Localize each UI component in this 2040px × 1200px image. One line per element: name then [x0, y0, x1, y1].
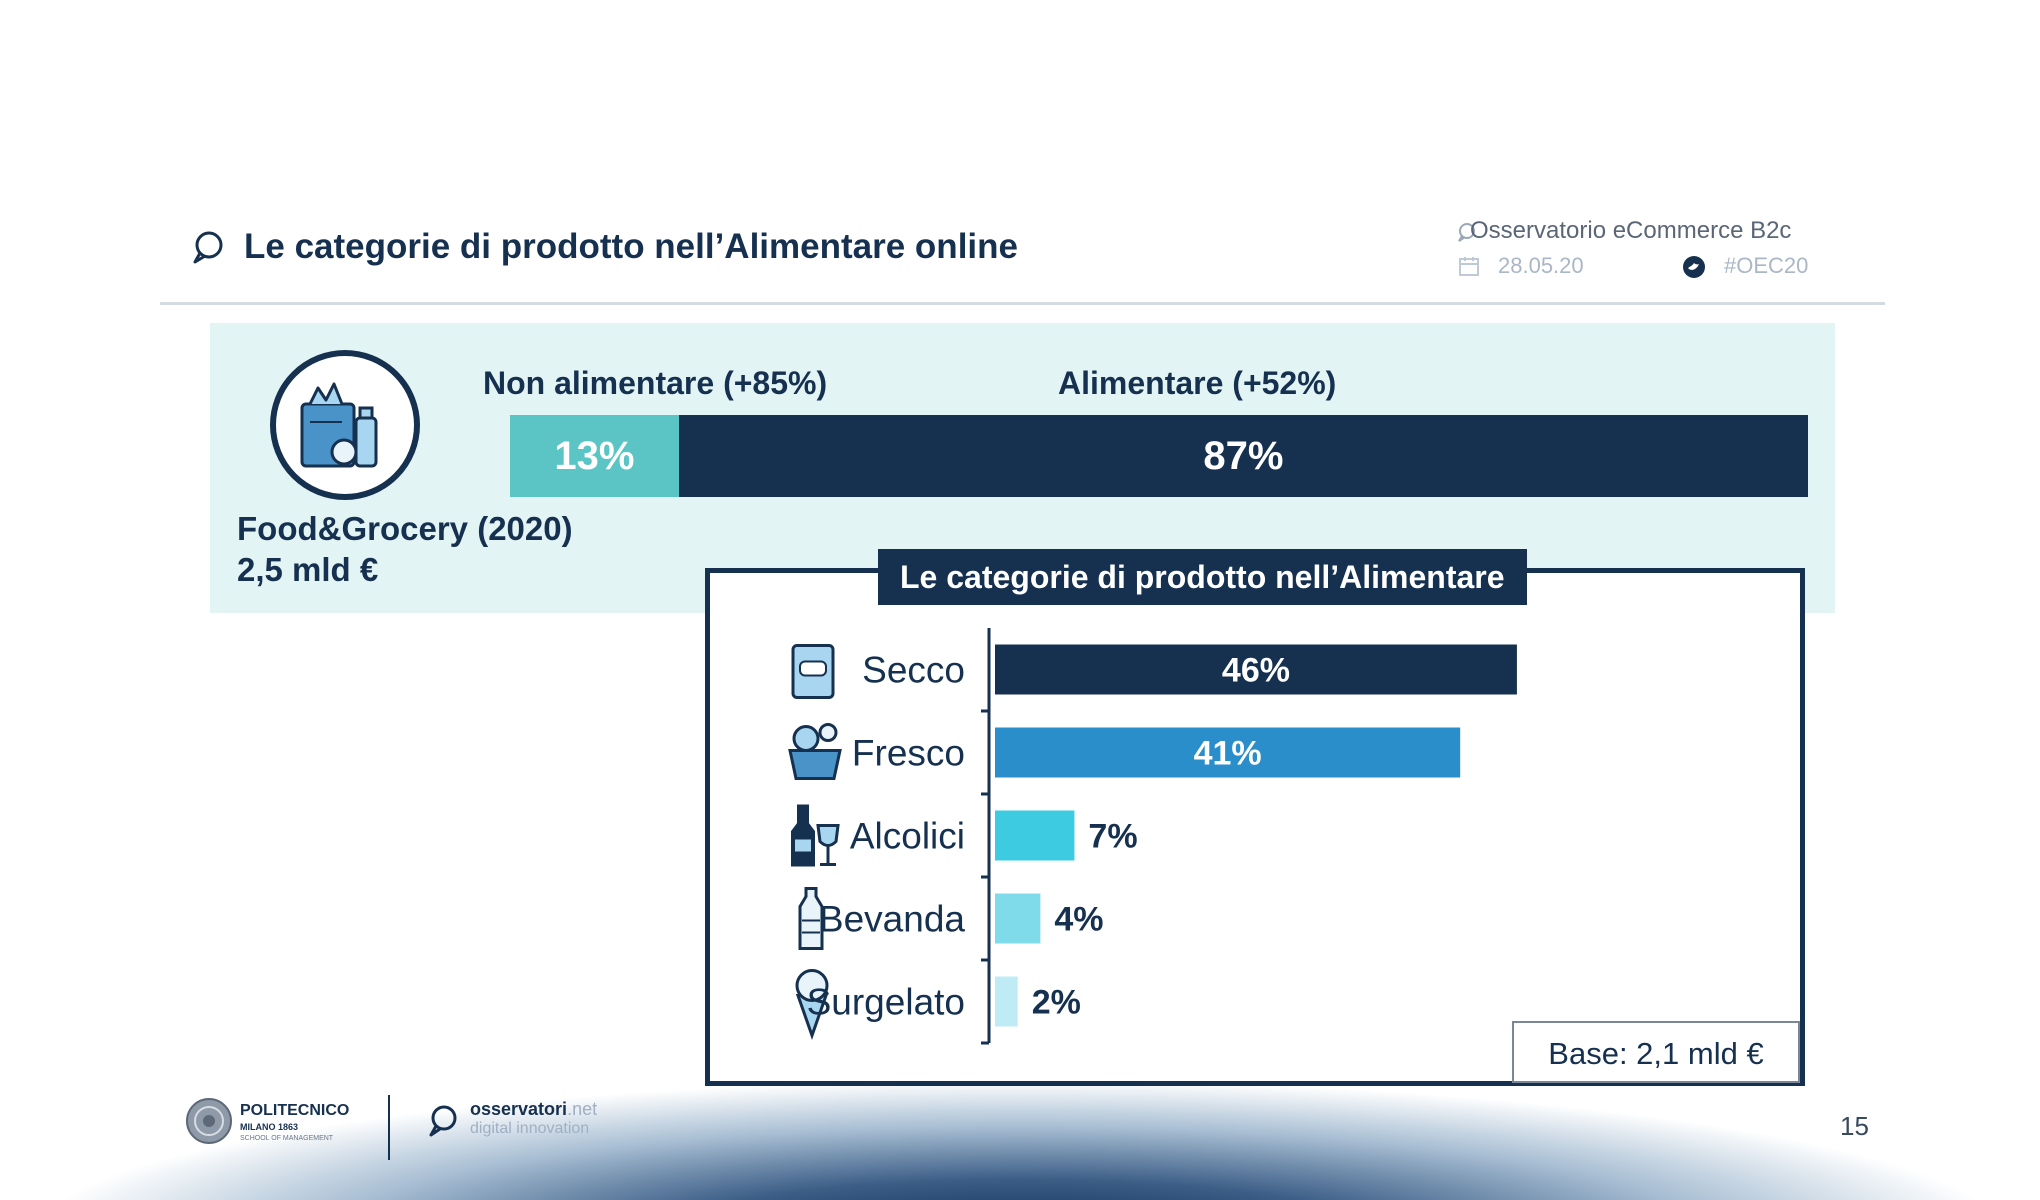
value-label: 7%	[1088, 818, 1137, 856]
category-label: Bevanda	[819, 899, 965, 940]
basket-icon	[818, 723, 838, 742]
base-note: Base: 2,1 mld €	[1512, 1021, 1800, 1083]
speech-bubble-icon	[193, 231, 223, 264]
market-title: Food&Grocery (2020)	[237, 510, 573, 547]
brand-name-main: osservatori	[470, 1099, 568, 1119]
panel-title: Le categorie di prodotto nell’Alimentare	[878, 549, 1527, 605]
bar-fresco	[995, 727, 1461, 778]
university-name: POLITECNICO	[240, 1102, 350, 1119]
hashtag-label: #OEC20	[1724, 253, 1809, 278]
value-label: 41%	[1194, 735, 1262, 773]
bar-secco	[995, 644, 1517, 695]
source-label: Osservatorio eCommerce B2c	[1470, 217, 1792, 244]
bag-icon	[799, 660, 827, 677]
brand-suffix: .net	[567, 1099, 598, 1119]
header-divider	[160, 302, 1885, 305]
wine-icon	[816, 824, 840, 847]
basket-icon	[788, 749, 842, 780]
non-food-share-segment: 13%	[510, 415, 679, 497]
brand-subtitle: digital innovation	[470, 1120, 590, 1137]
bar-alcolici	[995, 810, 1075, 861]
value-label: 2%	[1032, 984, 1081, 1022]
value-label: 46%	[1222, 652, 1290, 690]
category-label: Secco	[862, 650, 965, 691]
food-label: Alimentare (+52%)	[1058, 365, 1337, 401]
category-label: Surgelato	[807, 982, 965, 1023]
category-label: Fresco	[852, 733, 965, 774]
slide: Le categorie di prodotto nell’Alimentare…	[160, 205, 1885, 1170]
category-label: Alcolici	[850, 816, 965, 857]
market-value: 2,5 mld €	[237, 551, 379, 588]
speech-bubble-icon	[429, 1105, 457, 1137]
university-sub: MILANO 1863	[240, 1122, 299, 1132]
brand-name: osservatori.net	[470, 1099, 597, 1120]
category-panel: Secco 46% Fresco 41% Alcolici 7% Bevanda 4% Surg…	[705, 549, 1805, 1086]
non-food-share-label: 13%	[554, 433, 635, 478]
date-label: 28.05.20	[1498, 253, 1584, 278]
speech-bubble-icon	[1458, 223, 1475, 242]
calendar-icon	[1459, 257, 1479, 276]
bar-bevanda	[995, 893, 1041, 944]
page-title: Le categorie di prodotto nell’Alimentare…	[244, 227, 1018, 266]
category-bar-chart: Secco 46% Fresco 41% Alcolici 7% Bevanda 4% Surg…	[788, 628, 1517, 1045]
value-label: 4%	[1054, 901, 1103, 939]
politecnico-seal-icon	[186, 1098, 232, 1144]
wine-icon	[791, 804, 815, 867]
grocery-bag-icon	[300, 382, 378, 468]
school-name: SCHOOL OF MANAGEMENT	[240, 1135, 334, 1142]
non-food-label: Non alimentare (+85%)	[483, 365, 828, 401]
bar-surgelato	[995, 976, 1018, 1027]
page-number: 15	[1840, 1111, 1869, 1141]
share-split-bar: 13% 87%	[510, 415, 1808, 497]
basket-icon	[792, 725, 820, 752]
food-share-label: 87%	[1203, 433, 1284, 478]
ice-cream-icon	[795, 969, 829, 1002]
wine-icon	[795, 839, 811, 852]
footer-divider	[388, 1095, 390, 1160]
grocery-icon-circle	[270, 350, 420, 500]
twitter-icon	[1683, 256, 1705, 278]
food-share-segment: 87%	[678, 415, 1808, 497]
